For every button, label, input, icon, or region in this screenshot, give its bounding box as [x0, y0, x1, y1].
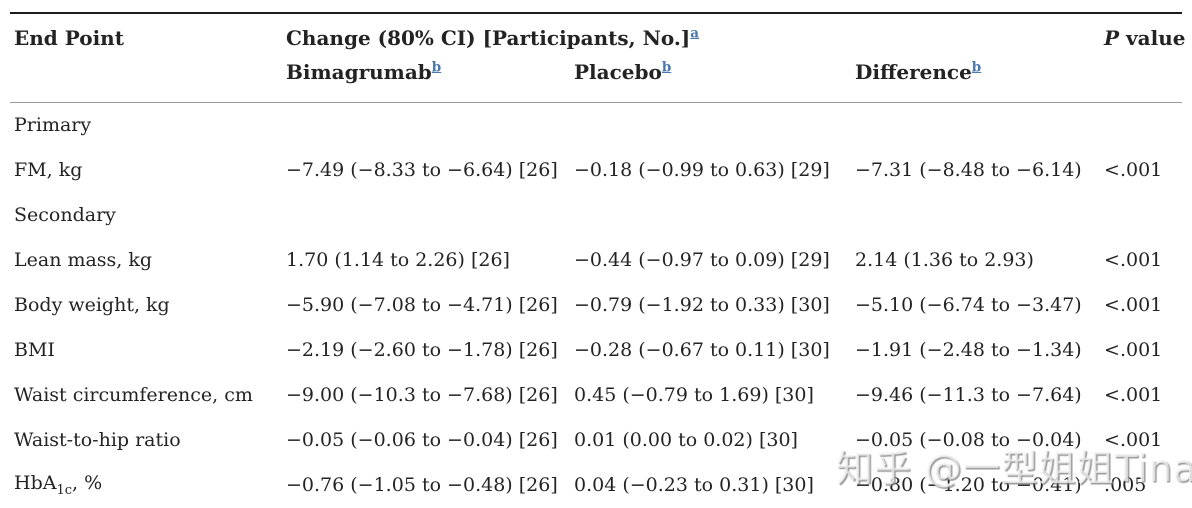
- difference-value: −0.05 (−0.08 to −0.04): [855, 429, 1082, 451]
- footnote-b-link[interactable]: b: [661, 59, 672, 76]
- p-value: <.001: [1104, 429, 1163, 451]
- placebo-value: −0.18 (−0.99 to 0.63) [29]: [574, 159, 830, 181]
- bimagrumab-value: −0.76 (−1.05 to −0.48) [26]: [286, 474, 558, 496]
- col-header-placebo: Placebob: [570, 58, 851, 102]
- col-header-change-group: Change (80% CI) [Participants, No.]a: [282, 13, 1100, 58]
- change-group-label: Change (80% CI) [Participants, No.]: [286, 26, 691, 50]
- difference-value: 2.14 (1.36 to 2.93): [855, 249, 1034, 271]
- placebo-value: −0.28 (−0.67 to 0.11) [30]: [574, 339, 830, 361]
- endpoint-label: Lean mass, kg: [14, 249, 153, 271]
- col-header-p-value: P value: [1100, 13, 1186, 102]
- section-row: Primary: [10, 102, 1182, 148]
- p-value: <.001: [1104, 339, 1163, 361]
- bimagrumab-value: −9.00 (−10.3 to −7.68) [26]: [286, 384, 558, 406]
- table-row: Waist-to-hip ratio −0.05 (−0.06 to −0.04)…: [10, 418, 1182, 463]
- col-header-end-point: End Point: [14, 26, 124, 50]
- p-value: <.001: [1104, 159, 1163, 181]
- footnote-a-link[interactable]: a: [690, 25, 700, 42]
- placebo-label: Placebo: [574, 60, 662, 84]
- placebo-value: 0.04 (−0.23 to 0.31) [30]: [574, 474, 814, 496]
- table-body: Primary FM, kg −7.49 (−8.33 to −6.64) [26]…: [10, 102, 1182, 508]
- endpoint-label: Body weight, kg: [14, 294, 170, 316]
- difference-value: −1.91 (−2.48 to −1.34): [855, 339, 1082, 361]
- footnote-b-link[interactable]: b: [971, 59, 982, 76]
- endpoint-label: Waist circumference, cm: [14, 384, 253, 406]
- bimagrumab-value: −0.05 (−0.06 to −0.04) [26]: [286, 429, 558, 451]
- difference-value: −9.46 (−11.3 to −7.64): [855, 384, 1082, 406]
- table-row: Waist circumference, cm −9.00 (−10.3 to −…: [10, 373, 1182, 418]
- difference-value: −5.10 (−6.74 to −3.47): [855, 294, 1082, 316]
- endpoint-label: Waist-to-hip ratio: [14, 429, 181, 451]
- difference-label: Difference: [855, 60, 972, 84]
- header-row-subcolumns: Bimagrumabb Placebob Differenceb: [10, 58, 1182, 102]
- bimagrumab-value: −5.90 (−7.08 to −4.71) [26]: [286, 294, 558, 316]
- table-row: BMI −2.19 (−2.60 to −1.78) [26] −0.28 (−0.…: [10, 328, 1182, 373]
- placebo-value: −0.79 (−1.92 to 0.33) [30]: [574, 294, 830, 316]
- section-row: Secondary: [10, 193, 1182, 238]
- bimagrumab-value: 1.70 (1.14 to 2.26) [26]: [286, 249, 510, 271]
- placebo-value: 0.01 (0.00 to 0.02) [30]: [574, 429, 798, 451]
- table-row: Body weight, kg −5.90 (−7.08 to −4.71) [2…: [10, 283, 1182, 328]
- header-row-group: End Point Change (80% CI) [Participants,…: [10, 13, 1185, 58]
- endpoint-label: HbA1c, %: [10, 463, 282, 508]
- endpoint-label: FM, kg: [14, 159, 83, 181]
- table-header: End Point Change (80% CI) [Participants,…: [10, 13, 1185, 102]
- difference-value: −7.31 (−8.48 to −6.14): [855, 159, 1082, 181]
- p-value: <.001: [1104, 249, 1163, 271]
- p-value: .005: [1104, 474, 1147, 496]
- table-row: HbA1c, % −0.76 (−1.05 to −0.48) [26] 0.04 …: [10, 463, 1182, 508]
- section-label: Secondary: [14, 204, 116, 226]
- endpoint-label-main: HbA: [14, 472, 57, 495]
- p-value-italic-p: P: [1104, 26, 1120, 50]
- col-header-bimagrumab: Bimagrumabb: [282, 58, 570, 102]
- p-value: <.001: [1104, 384, 1163, 406]
- table-row: Lean mass, kg 1.70 (1.14 to 2.26) [26] −0.…: [10, 238, 1182, 283]
- p-value-rest: value: [1119, 26, 1186, 50]
- footnote-b-link[interactable]: b: [431, 59, 442, 76]
- bimagrumab-value: −2.19 (−2.60 to −1.78) [26]: [286, 339, 558, 361]
- endpoint-label-subscript: 1c: [56, 482, 73, 498]
- bimagrumab-value: −7.49 (−8.33 to −6.64) [26]: [286, 159, 558, 181]
- difference-value: −0.80 (−1.20 to −0.41): [855, 474, 1082, 496]
- endpoint-label-suffix: , %: [72, 472, 103, 495]
- p-value: <.001: [1104, 294, 1163, 316]
- section-label: Primary: [14, 114, 92, 136]
- bimagrumab-label: Bimagrumab: [286, 60, 432, 84]
- endpoint-label: BMI: [14, 339, 55, 361]
- endpoints-table: End Point Change (80% CI) [Participants,…: [10, 12, 1185, 508]
- col-header-difference: Differenceb: [851, 58, 1100, 102]
- table-row: FM, kg −7.49 (−8.33 to −6.64) [26] −0.18 (…: [10, 148, 1182, 193]
- placebo-value: 0.45 (−0.79 to 1.69) [30]: [574, 384, 814, 406]
- placebo-value: −0.44 (−0.97 to 0.09) [29]: [574, 249, 830, 271]
